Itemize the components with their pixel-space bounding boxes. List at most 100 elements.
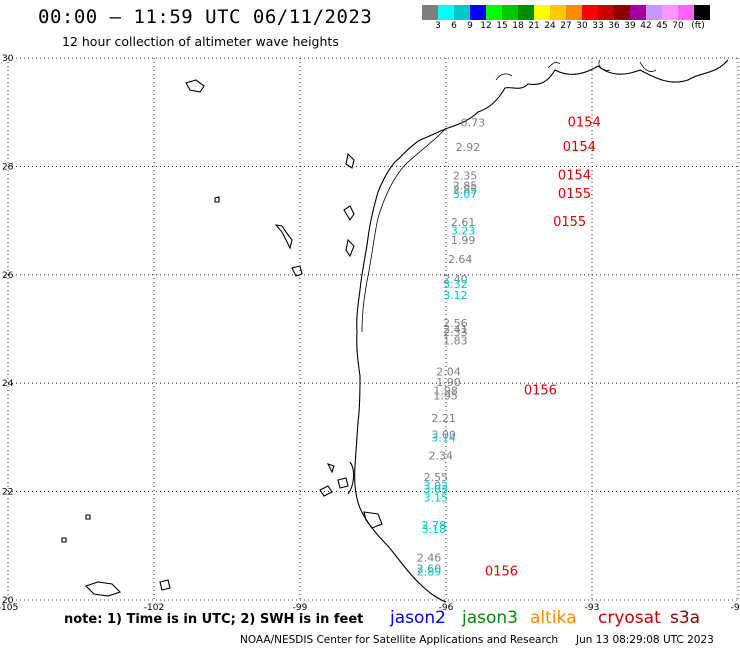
wave-height-label: 3.12 (443, 289, 468, 302)
colorbar-swatch (694, 5, 710, 20)
wave-height-label: 2.40 (443, 273, 468, 286)
colorbar-label: 30 (576, 21, 588, 31)
colorbar-label: 70 (672, 21, 684, 31)
wave-height-label: 3.14 (431, 432, 456, 445)
latitude-tick-label: 24 (2, 379, 14, 389)
colorbar-swatch (646, 5, 662, 20)
colorbar-label: 6 (451, 21, 457, 31)
wave-height-label: 1.90 (436, 376, 461, 389)
mission-legend-item: altika (530, 608, 577, 628)
colorbar-label: (ft) (691, 21, 705, 31)
wave-height-label: 2.56 (443, 317, 468, 330)
axis-labels: -105 -102 -99 -96 -93 -90 30 28 26 24 22 20 (0, 54, 740, 613)
colorbar-label: 18 (512, 21, 524, 31)
colorbar-swatch (598, 5, 614, 20)
colorbar-labels: 3 6 9 12 15 18 21 24 27 30 33 36 39 42 45 70 (ft) (422, 21, 740, 33)
colorbar-swatch (534, 5, 550, 20)
lake-shape-13 (159, 579, 171, 591)
page-subtitle: 12 hour collection of altimeter wave hei… (62, 34, 339, 49)
latitude-tick-label: 30 (2, 54, 14, 64)
colorbar-swatch (438, 5, 454, 20)
mission-legend-item: s3a (670, 608, 701, 628)
wave-height-label: 3.02 (424, 479, 449, 492)
longitude-tick-label: -93 (585, 603, 600, 613)
colorbar-swatch (550, 5, 566, 20)
wave-height-label: 3.32 (443, 278, 468, 291)
lake-shape-5 (345, 152, 355, 169)
latitude-tick-label: 20 (2, 596, 14, 606)
lake-shape-4 (291, 265, 303, 277)
colorbar-label: 45 (656, 21, 668, 31)
wave-height-label: 3.23 (451, 225, 476, 238)
wave-height-label: 2.85 (453, 184, 478, 197)
wave-height-labels: 0.732.922.352.852.853.072.613.231.992.64… (417, 116, 485, 578)
wave-height-label: 2.55 (424, 471, 449, 484)
lake-shape-1 (185, 79, 205, 93)
wave-height-label: 1.83 (443, 335, 468, 348)
colorbar-label: 42 (640, 21, 652, 31)
lake-shape-2 (214, 196, 220, 203)
wave-height-label: 2.78 (422, 519, 447, 532)
colorbar-label: 15 (496, 21, 508, 31)
wave-height-label: 3.07 (453, 188, 478, 201)
wave-height-label: 2.04 (436, 366, 461, 379)
credit-text: NOAA/NESDIS Center for Satellite Applica… (240, 634, 558, 646)
colorbar-label: 12 (480, 21, 492, 31)
lake-shape-10 (363, 511, 383, 529)
wave-height-label: 3.18 (422, 523, 447, 536)
wave-height-label: 3.03 (424, 483, 449, 496)
lake-shape-12 (84, 581, 122, 597)
mission-legend-item: jason3 (462, 608, 518, 628)
colorbar-swatch (630, 5, 646, 20)
lake-shape-9 (347, 461, 355, 495)
lake-shape-6 (343, 205, 355, 222)
colorbar-swatch (566, 5, 582, 20)
colorbar-swatch (486, 5, 502, 20)
colorbar-label: 9 (467, 21, 473, 31)
colorbar-swatch (422, 5, 438, 20)
colorbar-label: 36 (608, 21, 620, 31)
wave-height-label: 2.34 (428, 450, 453, 463)
colorbar-label: 21 (528, 21, 540, 31)
wave-height-label: 2.46 (417, 552, 442, 565)
wave-height-label: 2.60 (417, 562, 442, 575)
wave-height-label: 0.73 (461, 116, 486, 129)
latitude-tick-label: 26 (2, 271, 14, 281)
latitude-tick-label: 22 (2, 488, 13, 498)
colorbar-swatch (678, 5, 694, 20)
mission-legend-item: cryosat (598, 608, 661, 628)
coastline-inland-east (495, 59, 657, 81)
lake-shape-3 (274, 224, 293, 250)
colorbar-label: 24 (544, 21, 556, 31)
page-title: 00:00 – 11:59 UTC 06/11/2023 (38, 6, 373, 28)
longitude-tick-label: -96 (439, 603, 454, 613)
colorbar-swatch (662, 5, 678, 20)
pass-time-label: 0156 (485, 565, 518, 580)
colorbar (422, 5, 710, 20)
wave-height-label: 2.33 (443, 326, 468, 339)
wave-height-label: 1.99 (451, 234, 476, 247)
generated-timestamp: Jun 13 08:29:08 UTC 2023 (576, 634, 714, 646)
coastline-gulf (354, 59, 729, 603)
pass-time-label: 0155 (553, 215, 586, 230)
time-labels: 0154 0154 0154 0155 0155 0156 0156 (485, 115, 601, 579)
colorbar-swatch (470, 5, 486, 20)
pass-time-label: 0156 (524, 384, 557, 399)
longitude-tick-label: -99 (293, 603, 308, 613)
mission-legend-item: jason2 (390, 608, 446, 628)
colorbar-label: 3 (435, 21, 441, 31)
coastline-barrier (361, 127, 447, 333)
wave-height-label: 2.85 (453, 180, 478, 193)
lake-shape-7 (345, 238, 355, 258)
colorbar-swatch (518, 5, 534, 20)
wave-height-label: 1.95 (433, 389, 458, 402)
wave-height-label: 2.41 (443, 323, 468, 336)
longitude-tick-label: -105 (0, 603, 18, 613)
wave-height-label: 2.89 (417, 566, 442, 579)
wave-height-label: 1.98 (433, 385, 458, 398)
colorbar-swatch (502, 5, 518, 20)
pass-time-label: 0154 (558, 168, 591, 183)
credit-line: NOAA/NESDIS Center for Satellite Applica… (240, 634, 714, 646)
lake-shape-8 (319, 463, 349, 497)
